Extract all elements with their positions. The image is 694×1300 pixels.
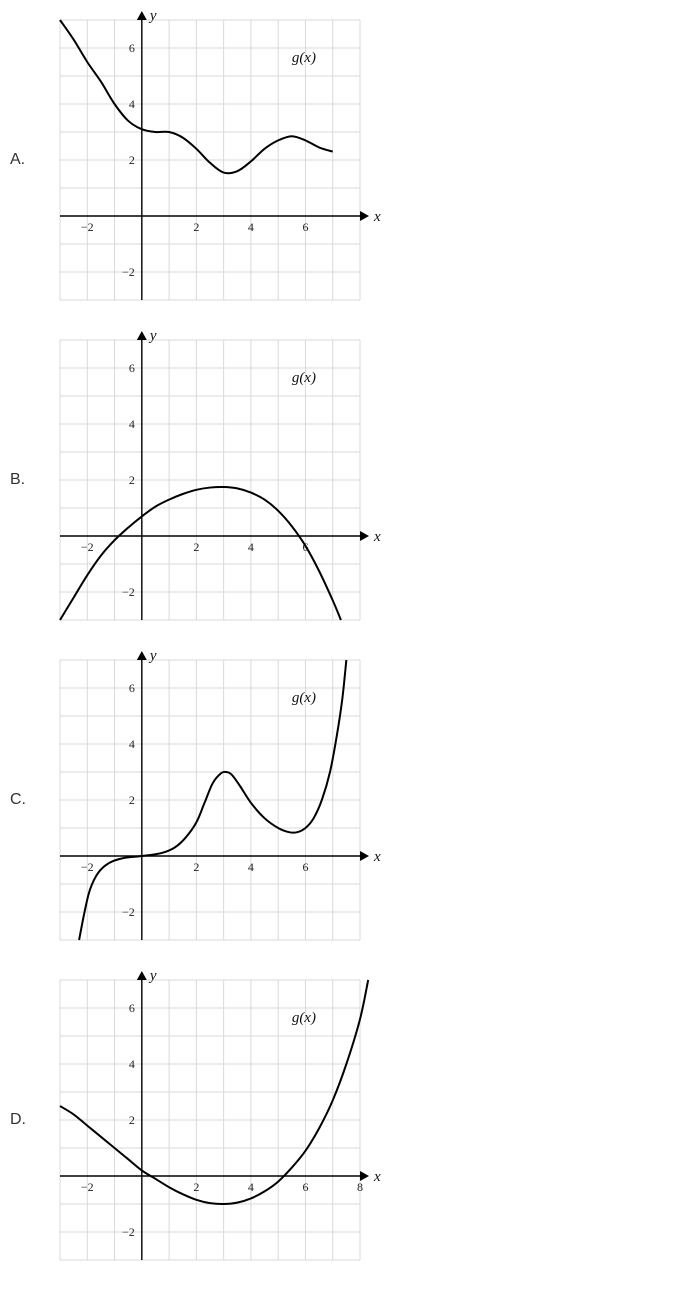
curve bbox=[60, 487, 341, 620]
svg-text:−2: −2 bbox=[122, 265, 135, 279]
svg-text:4: 4 bbox=[248, 1180, 254, 1194]
svg-text:4: 4 bbox=[129, 1057, 135, 1071]
svg-text:2: 2 bbox=[129, 153, 135, 167]
function-label: g(x) bbox=[292, 1010, 316, 1026]
chart-wrap: −2 2 4 6 −2 2 4 6 x y g(x) bbox=[50, 10, 390, 310]
svg-text:6: 6 bbox=[302, 220, 308, 234]
y-axis-label: y bbox=[148, 970, 157, 984]
svg-text:−2: −2 bbox=[122, 1225, 135, 1239]
svg-text:4: 4 bbox=[248, 540, 254, 554]
svg-text:6: 6 bbox=[302, 860, 308, 874]
chart: −2 2 4 6 8 −2 2 4 6 x y g(x) bbox=[50, 970, 390, 1270]
option-row: C. −2 2 4 6 −2 2 4 6 x y g(x) bbox=[10, 650, 694, 950]
svg-text:2: 2 bbox=[129, 793, 135, 807]
svg-text:6: 6 bbox=[129, 1001, 135, 1015]
option-row: B.−2246−2246xyg(x) bbox=[10, 330, 694, 630]
function-label: g(x) bbox=[292, 50, 316, 66]
svg-text:2: 2 bbox=[193, 220, 199, 234]
svg-text:6: 6 bbox=[129, 41, 135, 55]
svg-text:2: 2 bbox=[193, 540, 199, 554]
y-axis-label: y bbox=[148, 10, 157, 24]
svg-text:−2: −2 bbox=[81, 860, 94, 874]
svg-text:2: 2 bbox=[193, 1180, 199, 1194]
svg-text:2: 2 bbox=[193, 860, 199, 874]
option-row: A. −2 2 4 6 −2 2 4 6 x y g(x) bbox=[10, 10, 694, 310]
svg-text:4: 4 bbox=[129, 737, 135, 751]
function-label: g(x) bbox=[292, 690, 316, 706]
option-label: A. bbox=[10, 151, 40, 169]
x-axis-label: x bbox=[373, 209, 381, 225]
option-row: D. −2 2 4 6 8 −2 2 4 6 x y g(x) bbox=[10, 970, 694, 1270]
chart-wrap: −2 2 4 6 −2 2 4 6 x y g(x) bbox=[50, 650, 390, 950]
y-axis-label: y bbox=[148, 650, 157, 664]
x-axis-label: x bbox=[373, 1169, 381, 1185]
svg-text:8: 8 bbox=[357, 1180, 363, 1194]
chart: −2 2 4 6 −2 2 4 6 x y g(x) bbox=[50, 10, 390, 310]
svg-text:−2: −2 bbox=[81, 220, 94, 234]
svg-text:4: 4 bbox=[248, 860, 254, 874]
y-axis-label: y bbox=[148, 330, 157, 344]
chart-wrap: −2 2 4 6 8 −2 2 4 6 x y g(x) bbox=[50, 970, 390, 1270]
svg-text:−2: −2 bbox=[81, 540, 94, 554]
option-label: B. bbox=[10, 471, 40, 489]
option-label: D. bbox=[10, 1111, 40, 1129]
svg-text:4: 4 bbox=[248, 220, 254, 234]
chart: −2 2 4 6 −2 2 4 6 x y g(x) bbox=[50, 650, 390, 950]
svg-text:2: 2 bbox=[129, 1113, 135, 1127]
svg-text:6: 6 bbox=[129, 361, 135, 375]
svg-text:6: 6 bbox=[129, 681, 135, 695]
svg-text:4: 4 bbox=[129, 97, 135, 111]
svg-text:4: 4 bbox=[129, 417, 135, 431]
x-axis-label: x bbox=[373, 849, 381, 865]
svg-text:−2: −2 bbox=[122, 905, 135, 919]
chart-wrap: −2246−2246xyg(x) bbox=[50, 330, 390, 630]
svg-text:6: 6 bbox=[302, 1180, 308, 1194]
function-label: g(x) bbox=[292, 370, 316, 386]
x-axis-label: x bbox=[373, 529, 381, 545]
option-label: C. bbox=[10, 791, 40, 809]
svg-text:−2: −2 bbox=[81, 1180, 94, 1194]
svg-text:2: 2 bbox=[129, 473, 135, 487]
svg-text:−2: −2 bbox=[122, 585, 135, 599]
chart: −2246−2246xyg(x) bbox=[50, 330, 390, 630]
